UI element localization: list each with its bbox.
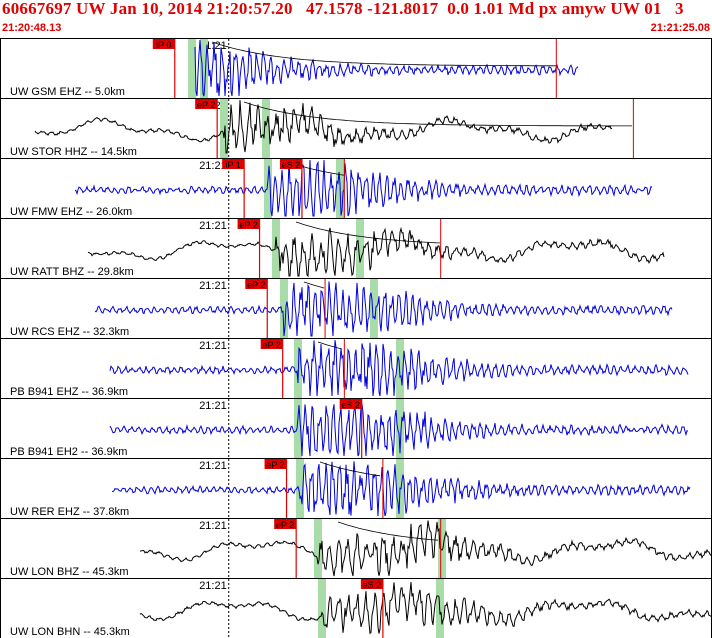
phase-pick-label: eP 2 <box>239 220 257 230</box>
phase-pick-flag[interactable] <box>279 159 302 169</box>
s-phase-window <box>356 219 364 278</box>
waveform <box>194 39 579 97</box>
trace-row[interactable]: 21:21 eS 2 PB B941 EH2 -- 36.9km <box>0 398 712 459</box>
time-tick-label: 21:21 <box>199 460 227 472</box>
phase-pick-label: eP 2 <box>263 340 281 350</box>
phase-pick-flag[interactable] <box>237 219 260 229</box>
waveform <box>94 281 673 337</box>
station-label: UW FMW EHZ -- 26.0km <box>10 206 132 218</box>
time-tick-label: 21:21 <box>199 280 227 292</box>
trace-row[interactable]: 21:21 eP 2 UW RATT BHZ -- 29.8km <box>0 218 712 279</box>
phase-pick-flag[interactable] <box>152 39 175 49</box>
coda-curve <box>303 281 325 289</box>
phase-pick-flag[interactable] <box>339 399 362 409</box>
station-label: UW RER EHZ -- 37.8km <box>10 506 129 518</box>
p-phase-window <box>264 159 272 218</box>
coda-curve <box>211 41 556 67</box>
waveform <box>139 582 712 635</box>
phase-pick-flag[interactable] <box>360 579 383 589</box>
window-end-time: 21:21:25.08 <box>650 22 710 34</box>
time-tick-label: 21:21 <box>199 580 227 592</box>
window-start-time: 21:20:48.13 <box>2 22 62 34</box>
coda-curve <box>243 101 632 127</box>
phase-pick-label: eS 2 <box>363 580 382 590</box>
trace-row[interactable]: 21:21 eS 2 UW LON BHN -- 45.3km <box>0 578 712 638</box>
phase-pick-label: eS 2 <box>282 160 301 170</box>
p-phase-window <box>280 279 288 338</box>
trace-row[interactable]: 21:21 eP 2 UW RER EHZ -- 37.8km <box>0 458 712 519</box>
trace-row[interactable]: 21:21 eP 2 UW RCS EHZ -- 32.3km <box>0 278 712 339</box>
station-label: UW RCS EHZ -- 32.3km <box>10 326 129 338</box>
phase-pick-label: iP 1 <box>225 160 240 170</box>
p-phase-window <box>294 399 302 458</box>
waveform <box>87 226 665 278</box>
coda-curve <box>337 521 439 541</box>
station-label: UW RATT BHZ -- 29.8km <box>10 266 134 278</box>
phase-pick-flag[interactable] <box>245 279 268 289</box>
waveform <box>34 99 613 154</box>
p-phase-window <box>220 99 228 158</box>
phase-pick-label: eP 2 <box>197 100 215 110</box>
p-phase-window <box>296 459 304 518</box>
s-phase-window <box>262 99 270 158</box>
s-phase-window <box>396 399 404 458</box>
station-label: PB B941 EH2 -- 36.9km <box>10 446 127 458</box>
phase-pick-label: eS 2 <box>341 400 360 410</box>
trace-row[interactable]: 21:21 eP 2 PB B941 EHZ -- 36.9km <box>0 338 712 399</box>
phase-pick-flag[interactable] <box>195 99 218 109</box>
phase-pick-label: iP 0 <box>156 40 171 50</box>
waveform <box>111 461 691 517</box>
p-phase-window <box>272 219 280 278</box>
phase-pick-flag[interactable] <box>274 519 297 529</box>
station-label: UW LON BHZ -- 45.3km <box>10 566 129 578</box>
phase-pick-flag[interactable] <box>260 339 283 349</box>
p-phase-window <box>314 519 322 578</box>
time-tick-label: 21:21 <box>199 340 227 352</box>
station-label: PB B941 EHZ -- 36.9km <box>10 386 128 398</box>
s-phase-window <box>200 39 208 98</box>
trace-row[interactable]: 21:21 eP 2 UW LON BHZ -- 45.3km <box>0 518 712 579</box>
time-tick-label: 21:21 <box>199 520 227 532</box>
waveform <box>109 340 689 397</box>
s-phase-window <box>438 519 446 578</box>
waveform <box>109 403 689 457</box>
s-phase-window <box>396 339 404 398</box>
event-title: 60667697 UW Jan 10, 2014 21:20:57.20 47.… <box>2 0 684 18</box>
time-tick-label: 21:21 <box>199 400 227 412</box>
p-phase-window <box>318 579 326 638</box>
event-header: 60667697 UW Jan 10, 2014 21:20:57.20 47.… <box>0 0 712 38</box>
p-phase-window <box>188 39 196 98</box>
time-tick-label: 21:21 <box>199 220 227 232</box>
phase-pick-label: eP 2 <box>276 520 294 530</box>
coda-curve <box>317 341 343 350</box>
seismogram-panel[interactable]: 21:21 iP 0 UW GSM EHZ -- 5.0km 21:21 eP 2 UW … <box>0 38 712 638</box>
station-label: UW GSM EHZ -- 5.0km <box>10 86 125 98</box>
waveform <box>74 159 653 217</box>
coda-curve <box>319 461 381 477</box>
phase-pick-label: eP 2 <box>247 280 265 290</box>
phase-pick-flag[interactable] <box>264 459 287 469</box>
s-phase-window <box>370 279 378 338</box>
station-label: UW STOR HHZ -- 14.5km <box>10 146 137 158</box>
coda-curve <box>295 221 441 244</box>
phase-pick-flag[interactable] <box>222 159 245 169</box>
waveform <box>139 520 712 577</box>
phase-pick-label: eP 2 <box>266 460 284 470</box>
station-label: UW LON BHN -- 45.3km <box>10 626 130 638</box>
time-tick-label: 21:21 <box>199 160 227 172</box>
